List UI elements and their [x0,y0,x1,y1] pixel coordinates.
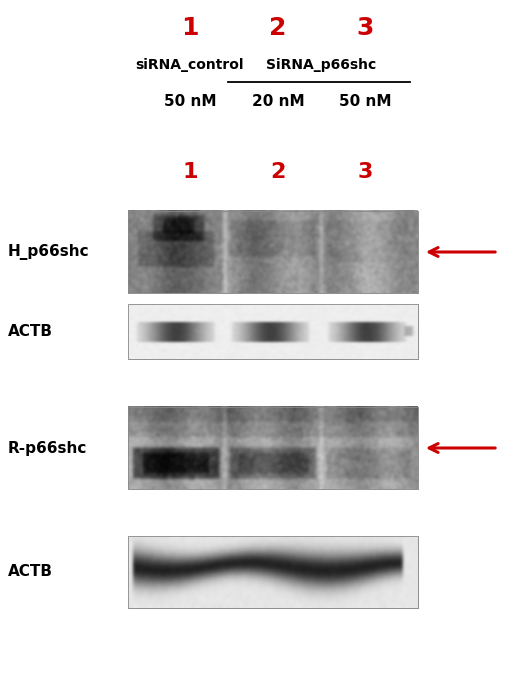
Bar [128,304,418,360]
Text: 3: 3 [357,162,373,182]
Text: 3: 3 [356,16,374,40]
Bar [128,407,418,489]
Text: ACTB: ACTB [8,324,53,340]
Bar [128,211,418,293]
Text: 2: 2 [270,162,285,182]
Text: 50 nM: 50 nM [164,94,216,109]
Bar [128,407,418,489]
Text: R-p66shc: R-p66shc [8,441,87,455]
Text: 20 nM: 20 nM [252,94,304,109]
Text: 1: 1 [182,162,198,182]
Bar [128,304,418,360]
Text: H_p66shc: H_p66shc [8,244,89,260]
Text: SiRNA_p66shc: SiRNA_p66shc [266,58,376,72]
Text: 2: 2 [269,16,287,40]
Bar [128,536,418,608]
Bar [128,211,418,293]
Text: 1: 1 [181,16,199,40]
Text: ACTB: ACTB [8,565,53,579]
Text: siRNA_control: siRNA_control [136,58,244,72]
Bar [128,536,418,608]
Text: 50 nM: 50 nM [339,94,391,109]
